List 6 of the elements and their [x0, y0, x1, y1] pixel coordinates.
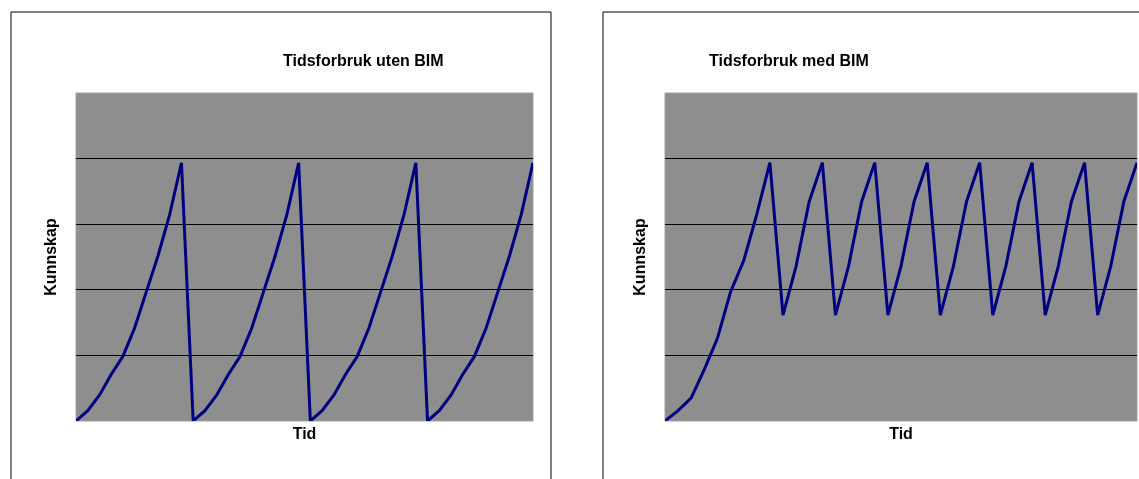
y-axis-title: Kunnskap: [630, 218, 648, 296]
x-axis-title: Tid: [889, 424, 913, 442]
y-axis-title: Kunnskap: [41, 218, 59, 296]
chart-title: Tidsforbruk uten BIM: [283, 52, 444, 69]
chart-title: Tidsforbruk med BIM: [709, 52, 869, 69]
x-axis-title: Tid: [292, 424, 317, 442]
